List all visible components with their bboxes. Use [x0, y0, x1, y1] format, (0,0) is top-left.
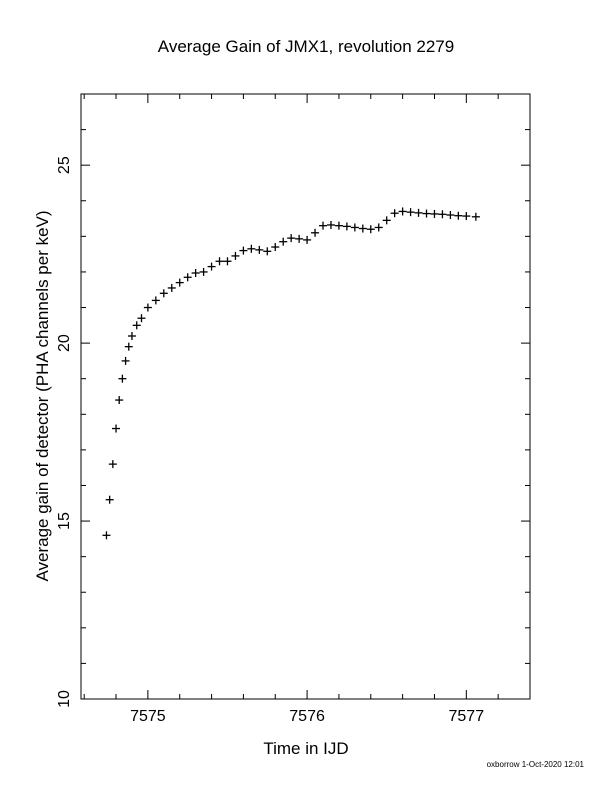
data-point: [118, 374, 127, 383]
data-point: [350, 223, 359, 232]
data-point: [326, 220, 335, 229]
data-point: [271, 243, 280, 252]
data-point: [422, 209, 431, 218]
data-point: [454, 211, 463, 220]
data-point: [121, 356, 130, 365]
y-axis-ticks: 10 15 20 25: [56, 93, 530, 708]
data-points: [102, 207, 480, 540]
data-point: [406, 208, 415, 217]
data-point: [183, 273, 192, 282]
data-point: [132, 321, 141, 330]
y-tick-label: 10: [56, 690, 73, 708]
data-point: [215, 257, 224, 266]
data-point: [143, 303, 152, 312]
data-point: [108, 460, 117, 469]
data-point: [358, 224, 367, 233]
data-point: [247, 244, 256, 253]
data-point: [471, 212, 480, 221]
y-tick-label: 25: [56, 156, 73, 174]
data-point: [295, 234, 304, 243]
data-point: [398, 207, 407, 216]
data-point: [311, 228, 320, 237]
data-point: [263, 247, 272, 256]
data-point: [105, 495, 114, 504]
data-point: [137, 314, 146, 323]
data-point: [382, 216, 391, 225]
data-point: [287, 234, 296, 243]
data-point: [239, 246, 248, 255]
data-point: [279, 237, 288, 246]
data-point: [334, 221, 343, 230]
y-tick-label: 20: [56, 334, 73, 352]
data-point: [438, 210, 447, 219]
plot-frame: [80, 93, 531, 700]
y-axis-label: Average gain of detector (PHA channels p…: [33, 210, 52, 581]
data-point: [159, 289, 168, 298]
data-point: [191, 269, 200, 278]
x-tick-label: 7577: [449, 708, 485, 725]
data-point: [366, 225, 375, 234]
data-point: [175, 278, 184, 287]
x-tick-label: 7575: [130, 708, 166, 725]
data-point: [102, 531, 111, 540]
data-point: [223, 257, 232, 266]
data-point: [231, 251, 240, 260]
data-point: [342, 222, 351, 231]
data-point: [319, 221, 328, 230]
y-tick-label: 15: [56, 512, 73, 530]
data-point: [124, 342, 133, 351]
data-point: [374, 223, 383, 232]
x-axis-label: Time in IJD: [263, 739, 348, 758]
x-tick-label: 7576: [289, 708, 325, 725]
data-point: [462, 212, 471, 221]
data-point: [199, 267, 208, 276]
data-point: [151, 296, 160, 305]
data-point: [303, 235, 312, 244]
data-point: [414, 208, 423, 217]
data-point: [255, 245, 264, 254]
data-point: [127, 332, 136, 340]
data-point: [112, 424, 121, 433]
timestamp-footer: oxborrow 1-Oct-2020 12:01: [487, 760, 585, 769]
data-point: [430, 209, 439, 218]
data-point: [390, 209, 399, 218]
data-point: [115, 396, 124, 405]
chart-title: Average Gain of JMX1, revolution 2279: [158, 37, 454, 56]
data-point: [446, 211, 455, 219]
data-point: [207, 262, 216, 271]
x-axis-ticks: 7575 7576 7577: [83, 94, 531, 725]
data-point: [167, 283, 176, 292]
